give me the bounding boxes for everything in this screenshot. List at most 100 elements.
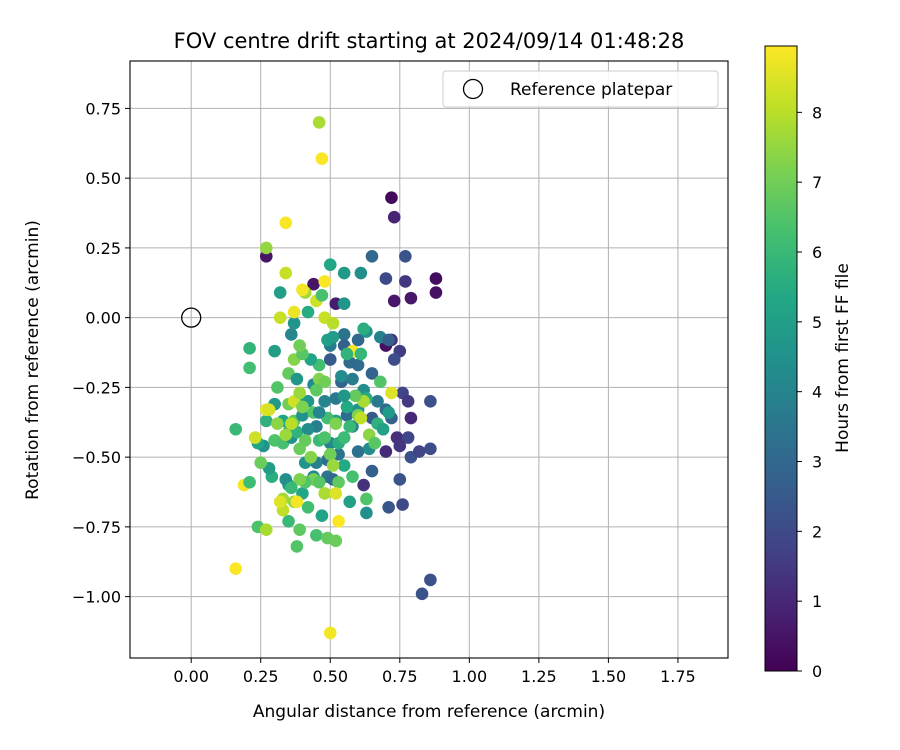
data-point: [429, 286, 443, 299]
legend-box: [442, 70, 719, 108]
data-point: [310, 383, 323, 397]
data-point: [374, 375, 387, 389]
data-point: [337, 297, 351, 311]
y-tick-label: −0.75: [72, 518, 121, 537]
colorbar-gradient: [764, 45, 798, 672]
legend-open-circle-marker: [462, 78, 484, 100]
data-point: [401, 395, 415, 408]
colorbar-tick-label: 0: [812, 662, 822, 681]
data-point: [354, 347, 368, 361]
data-point: [329, 487, 343, 500]
data-point: [290, 540, 304, 553]
data-point: [379, 272, 393, 285]
data-point: [298, 434, 312, 447]
data-point: [285, 328, 298, 341]
data-point: [271, 381, 284, 394]
data-point: [315, 152, 329, 165]
data-point: [360, 506, 373, 520]
colorbar-tick-label: 3: [812, 453, 822, 472]
data-point: [360, 492, 373, 506]
points-layer: [229, 116, 443, 640]
data-point: [329, 534, 343, 548]
data-point: [337, 328, 351, 341]
data-point: [424, 395, 437, 408]
data-point: [310, 528, 323, 542]
y-axis-ticks: 0.75 0.50 0.25 0.00 −0.25 −0.50 −0.75 −1.00: [72, 99, 130, 607]
reference-marker-layer: [181, 307, 202, 328]
data-point: [312, 406, 326, 419]
data-point: [326, 459, 340, 472]
data-point: [318, 375, 331, 389]
data-point: [290, 495, 304, 509]
data-point: [379, 445, 393, 458]
data-point: [318, 395, 331, 408]
data-point: [323, 258, 337, 271]
data-point: [346, 372, 359, 386]
y-tick-label: −0.25: [72, 378, 121, 397]
data-point: [273, 495, 287, 509]
data-point: [307, 277, 320, 291]
data-point: [304, 450, 318, 464]
data-point: [296, 400, 309, 414]
data-point: [323, 448, 337, 461]
data-point: [393, 473, 407, 486]
data-point: [332, 475, 345, 489]
colorbar-tick-label: 7: [812, 173, 822, 192]
data-point: [326, 316, 340, 330]
data-point: [329, 417, 343, 430]
data-point: [393, 439, 407, 453]
data-point: [243, 361, 256, 375]
data-point: [399, 275, 412, 288]
data-point: [312, 116, 326, 129]
data-point: [396, 498, 409, 511]
data-point: [357, 322, 370, 336]
legend-label: Reference platepar: [510, 80, 672, 100]
data-point: [323, 353, 337, 366]
data-point: [335, 369, 348, 383]
data-point: [279, 216, 293, 230]
colorbar-tick-label: 2: [812, 522, 822, 541]
data-point: [399, 249, 412, 263]
data-point: [301, 305, 315, 319]
data-point: [282, 515, 295, 528]
data-point: [259, 414, 273, 428]
data-point: [337, 389, 351, 403]
x-tick-label: 1.75: [660, 667, 696, 686]
data-point: [293, 386, 306, 400]
data-point: [346, 470, 359, 483]
data-point: [354, 411, 368, 425]
data-point: [337, 459, 351, 472]
data-point: [243, 475, 256, 489]
data-point: [424, 573, 437, 587]
y-axis-label: Rotation from reference (arcmin): [23, 220, 43, 500]
data-point: [387, 210, 401, 224]
data-point: [368, 436, 382, 450]
data-point: [387, 353, 401, 366]
data-point: [376, 422, 390, 436]
y-tick-label: −1.00: [72, 588, 121, 607]
x-tick-label: 1.00: [452, 667, 488, 686]
data-point: [351, 445, 365, 458]
grid-layer: [130, 61, 728, 658]
data-point: [387, 294, 401, 308]
x-tick-label: 0.75: [382, 667, 418, 686]
data-point: [318, 275, 331, 288]
data-point: [337, 431, 351, 444]
data-point: [271, 417, 284, 430]
data-point: [323, 626, 337, 640]
colorbar-tick-label: 5: [812, 313, 822, 332]
data-point: [382, 406, 395, 419]
chart-title: FOV centre drift starting at 2024/09/14 …: [174, 29, 685, 53]
data-point: [273, 311, 287, 324]
data-point: [337, 266, 351, 280]
data-point: [285, 481, 298, 495]
data-point: [293, 339, 306, 352]
data-point: [279, 428, 293, 442]
legend: Reference platepar: [442, 70, 719, 108]
colorbar-tick-label: 8: [812, 103, 822, 122]
x-tick-label: 1.50: [591, 667, 627, 686]
plot-frame: [129, 60, 729, 659]
data-point: [318, 431, 331, 444]
data-point: [351, 333, 365, 347]
